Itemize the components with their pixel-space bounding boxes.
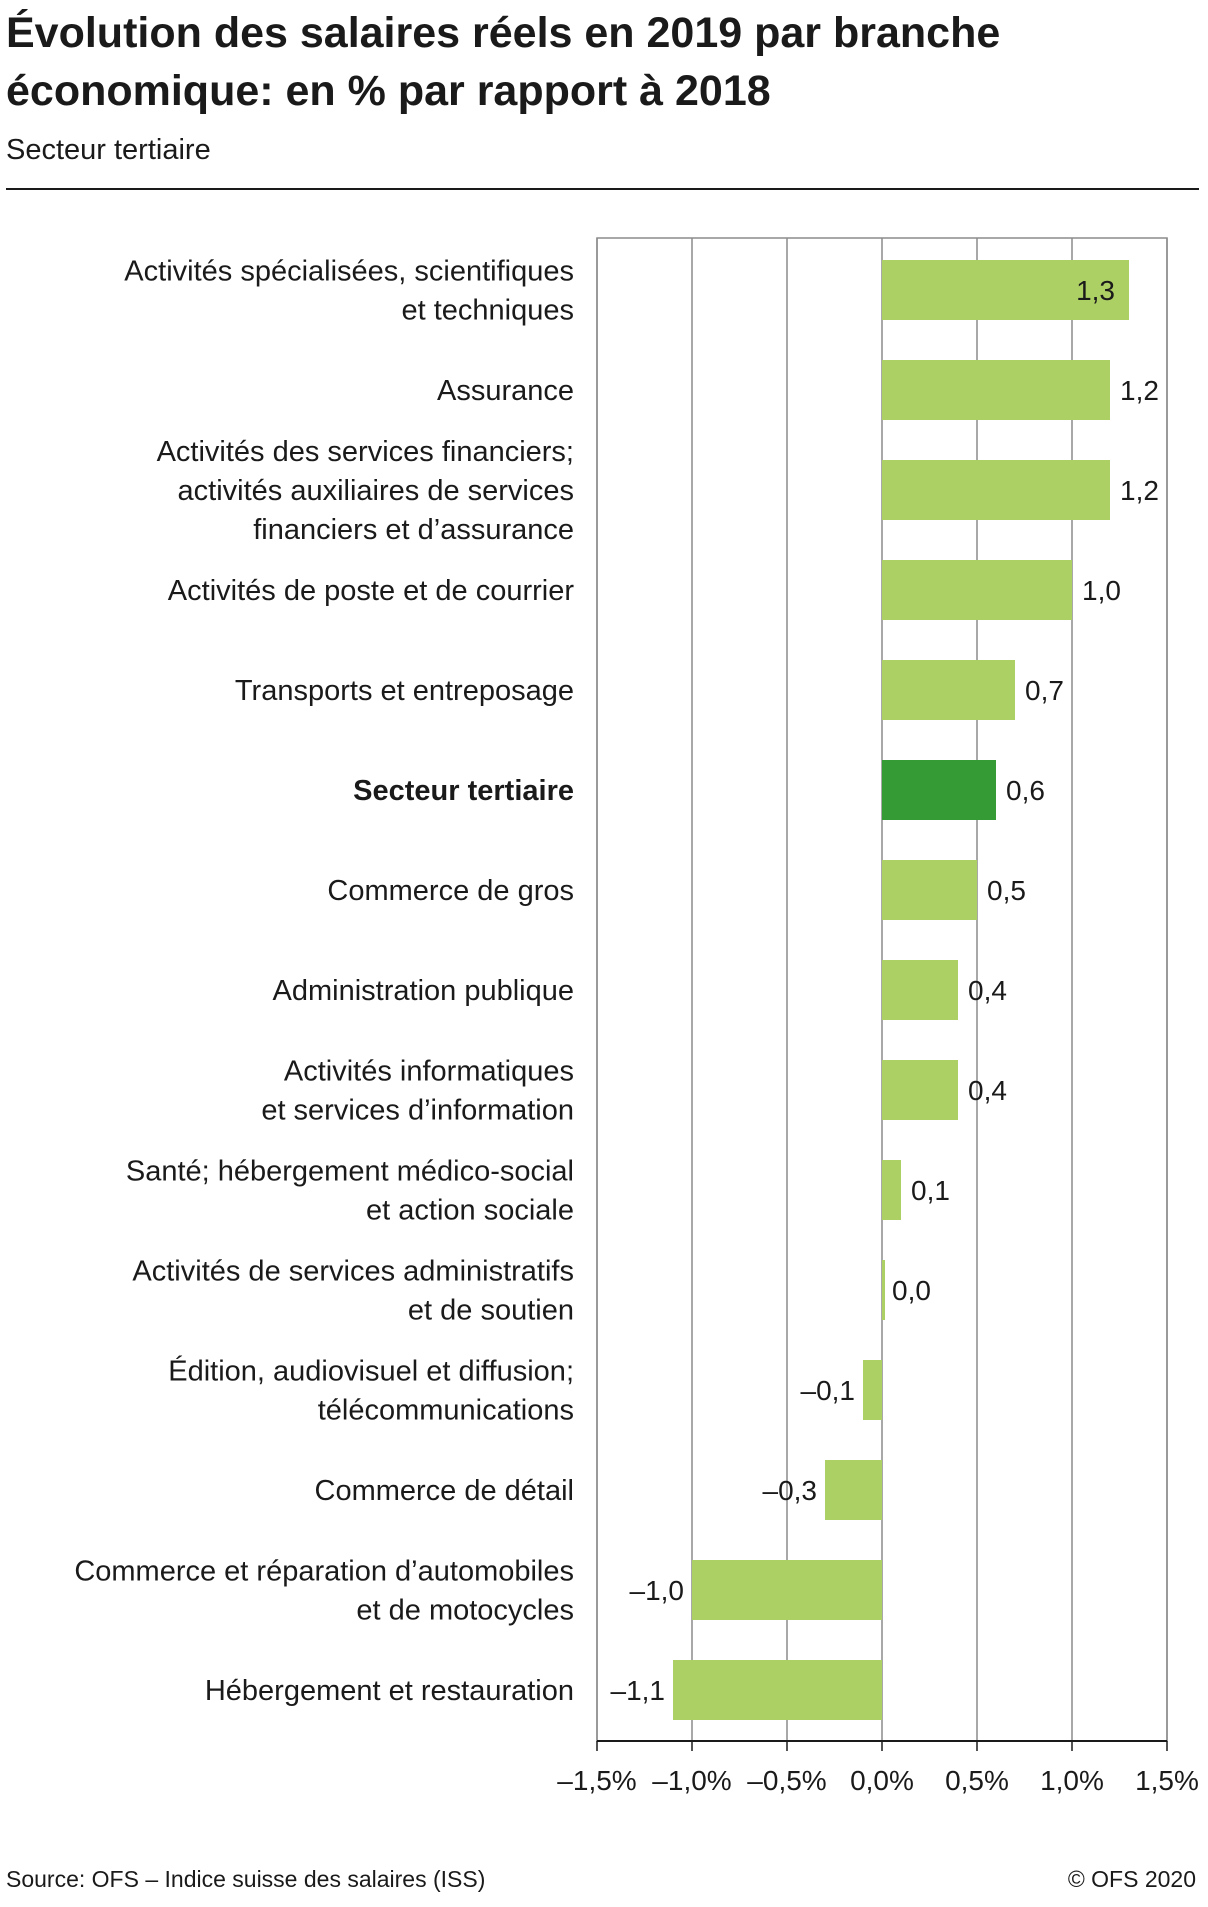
value-label: 0,7 bbox=[1025, 675, 1064, 706]
value-label: 1,2 bbox=[1120, 375, 1159, 406]
value-label: 1,2 bbox=[1120, 475, 1159, 506]
value-label: 0,4 bbox=[968, 1075, 1007, 1106]
category-label: Activités spécialisées, scientifiques bbox=[124, 256, 574, 288]
value-label: 0,4 bbox=[968, 975, 1007, 1006]
category-label: Commerce de détail bbox=[315, 1475, 575, 1507]
category-label: Activités de poste et de courrier bbox=[168, 575, 575, 607]
category-label: Hébergement et restauration bbox=[205, 1675, 574, 1707]
category-labels: Activités spécialisées, scientifiques et … bbox=[74, 256, 574, 1708]
chart-title: Évolution des salaires réels en 2019 par… bbox=[6, 9, 1001, 115]
bar bbox=[882, 660, 1015, 720]
category-label: Secteur tertiaire bbox=[353, 775, 574, 807]
bar bbox=[882, 960, 958, 1020]
title-divider bbox=[6, 188, 1199, 190]
value-label: –1,1 bbox=[611, 1675, 666, 1706]
x-tick-label: 1,0% bbox=[1040, 1765, 1104, 1796]
x-tick-label: –1,0% bbox=[652, 1765, 731, 1796]
x-tick-label: 1,5% bbox=[1135, 1765, 1199, 1796]
bar bbox=[882, 560, 1072, 620]
value-label: 0,1 bbox=[911, 1175, 950, 1206]
bar bbox=[692, 1560, 882, 1620]
bar bbox=[882, 260, 1129, 320]
category-label: et techniques bbox=[401, 295, 574, 327]
bar bbox=[882, 760, 996, 820]
bar bbox=[882, 460, 1110, 520]
category-label: Commerce de gros bbox=[327, 875, 574, 907]
category-label: activités auxiliaires de services bbox=[178, 475, 574, 507]
x-tick-label: 0,0% bbox=[850, 1765, 914, 1796]
category-label: financiers et d’assurance bbox=[253, 514, 574, 546]
value-label: 0,6 bbox=[1006, 775, 1045, 806]
value-label: –1,0 bbox=[630, 1575, 685, 1606]
x-axis: –1,5% –1,0% –0,5% 0,0% 0,5% 1,0% 1,5% bbox=[557, 1740, 1199, 1796]
chart-subtitle: Secteur tertiaire bbox=[6, 134, 211, 166]
bar bbox=[882, 1060, 958, 1120]
bar bbox=[882, 860, 977, 920]
bar bbox=[673, 1660, 882, 1720]
category-label: et de soutien bbox=[408, 1295, 574, 1327]
category-label: Activités des services financiers; bbox=[157, 436, 574, 468]
category-label: Santé; hébergement médico-social bbox=[126, 1156, 574, 1188]
bar bbox=[863, 1360, 882, 1420]
category-label: et de motocycles bbox=[356, 1595, 574, 1627]
category-label: et services d’information bbox=[261, 1095, 574, 1127]
source-note: Source: OFS – Indice suisse des salaires… bbox=[6, 1866, 486, 1892]
value-label: 0,0 bbox=[892, 1275, 931, 1306]
bars bbox=[673, 260, 1129, 1720]
value-label: 1,3 bbox=[1076, 275, 1115, 306]
bar-chart: Activités spécialisées, scientifiques et … bbox=[74, 237, 1199, 1796]
value-label: –0,3 bbox=[763, 1475, 818, 1506]
category-label: Édition, audiovisuel et diffusion; bbox=[168, 1355, 574, 1388]
x-tick-label: –0,5% bbox=[747, 1765, 826, 1796]
category-label: Activités de services administratifs bbox=[132, 1256, 574, 1288]
bar bbox=[882, 1160, 901, 1220]
value-labels: 1,3 1,2 1,2 1,0 0,7 0,6 0,5 0,4 0,4 0,1 0,0 –0,1 –0,… bbox=[611, 275, 1159, 1706]
category-label: Assurance bbox=[437, 375, 574, 407]
bar bbox=[825, 1460, 882, 1520]
value-label: 0,5 bbox=[987, 875, 1026, 906]
value-label: –0,1 bbox=[801, 1375, 856, 1406]
category-label: télécommunications bbox=[318, 1395, 574, 1427]
category-label: Commerce et réparation d’automobiles bbox=[74, 1556, 574, 1588]
category-label: Activités informatiques bbox=[284, 1056, 574, 1088]
x-tick-label: 0,5% bbox=[945, 1765, 1009, 1796]
category-label: Administration publique bbox=[273, 975, 574, 1007]
copyright-note: © OFS 2020 bbox=[1067, 1866, 1196, 1892]
bar bbox=[882, 1260, 885, 1320]
x-tick-label: –1,5% bbox=[557, 1765, 636, 1796]
value-label: 1,0 bbox=[1082, 575, 1121, 606]
bar bbox=[882, 360, 1110, 420]
category-label: Transports et entreposage bbox=[235, 675, 574, 707]
category-label: et action sociale bbox=[366, 1195, 574, 1227]
